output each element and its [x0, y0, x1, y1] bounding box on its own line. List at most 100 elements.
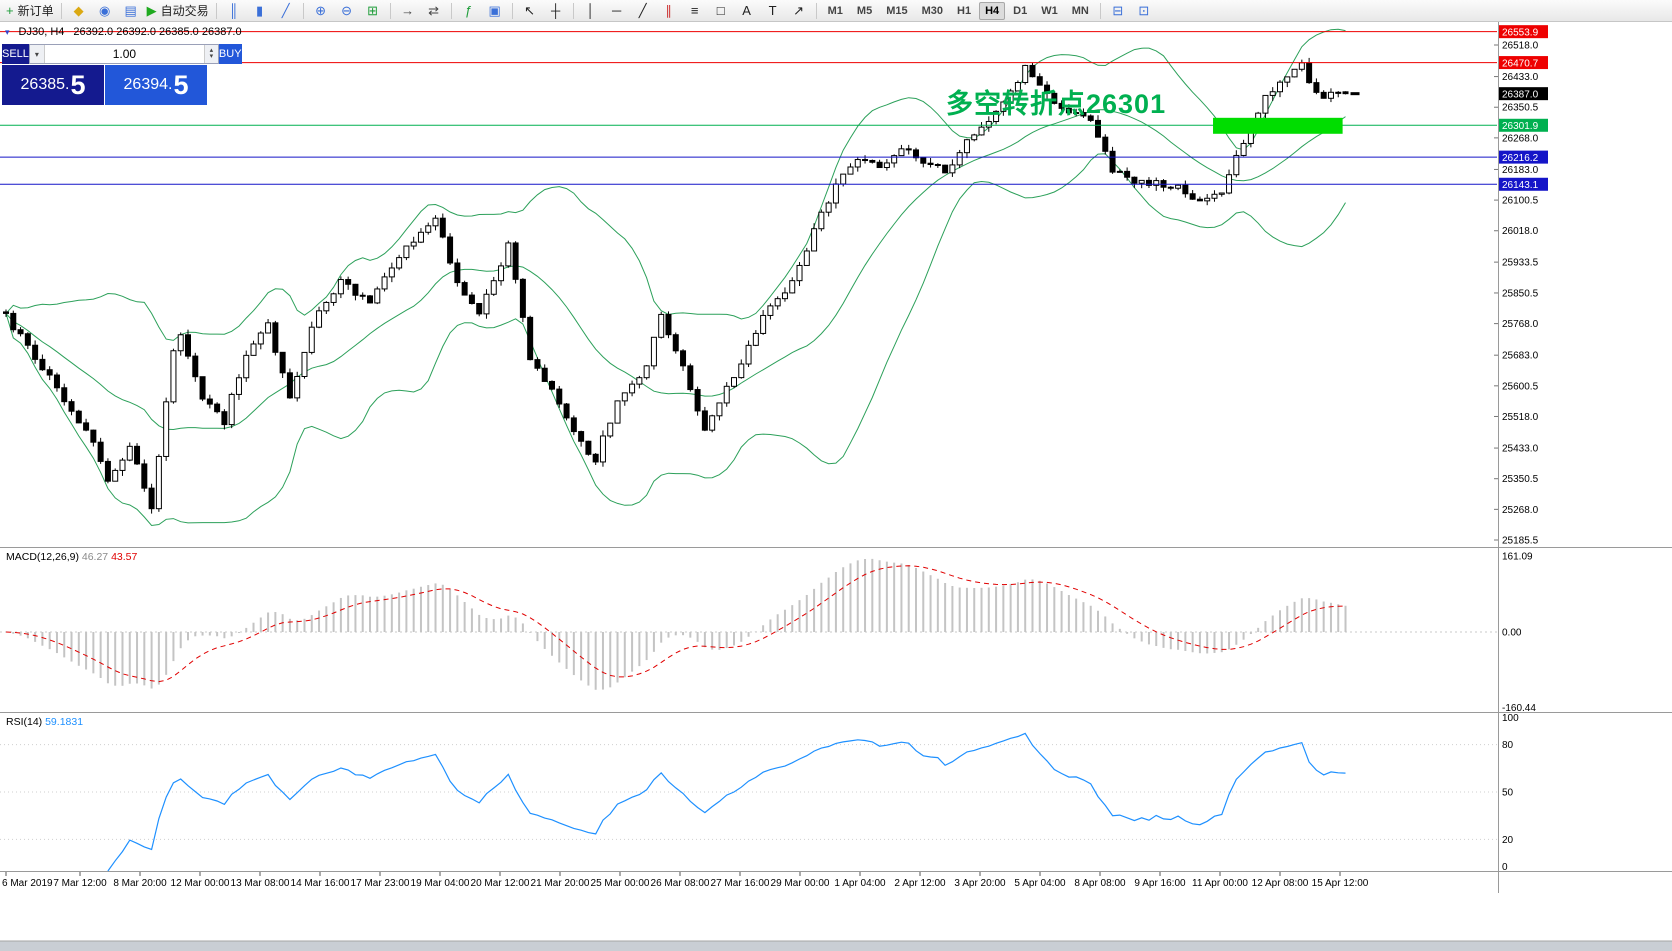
- icon-glyph: ▣: [488, 3, 501, 18]
- candle: [1109, 150, 1116, 173]
- indicators-icon[interactable]: ƒ: [457, 2, 481, 20]
- timeframe-button-m1[interactable]: M1: [827, 4, 843, 17]
- toolbar-separator: [302, 2, 304, 19]
- spin-up-icon[interactable]: ▴: [209, 47, 214, 54]
- price-badge-label: 26387.0: [1502, 89, 1539, 100]
- sell-price[interactable]: 26385. 5: [2, 65, 104, 105]
- price-badge-label: 26143.1: [1502, 180, 1539, 191]
- crosshair-icon[interactable]: ┼: [544, 2, 568, 20]
- candlestick-chart-icon[interactable]: ▮: [248, 2, 272, 20]
- horizontal-scrollbar[interactable]: [0, 941, 1672, 951]
- candle: [498, 265, 505, 282]
- price-axis-label: 25268.0: [1502, 505, 1539, 516]
- time-axis-label: 5 Apr 04:00: [1014, 878, 1066, 889]
- candle: [257, 332, 264, 345]
- candle: [1153, 180, 1160, 186]
- timeframe-button-m30[interactable]: M30: [921, 4, 943, 17]
- candle: [1233, 154, 1240, 176]
- objects-list-icon[interactable]: ▣: [483, 2, 507, 20]
- timeframe-button-mn[interactable]: MN: [1071, 4, 1089, 17]
- candle: [665, 313, 672, 336]
- candle: [803, 250, 810, 266]
- text-icon[interactable]: A: [735, 2, 759, 20]
- cursor-icon[interactable]: ↖: [518, 2, 542, 20]
- profiles-icon[interactable]: ◆: [67, 2, 91, 20]
- market-watch-icon[interactable]: ◉: [93, 2, 117, 20]
- candle: [177, 334, 184, 352]
- timeframe-button-h4[interactable]: H4: [979, 1, 1006, 20]
- price-axis-label: 25933.5: [1502, 258, 1539, 269]
- timeframe-button-m5[interactable]: M5: [856, 4, 873, 17]
- candle: [1116, 170, 1123, 173]
- timeframe-button-w1[interactable]: W1: [1041, 4, 1058, 17]
- candle: [68, 401, 75, 412]
- candle: [490, 280, 497, 295]
- volume-dropdown-icon[interactable]: ▾: [29, 45, 45, 63]
- price-badge: [1499, 56, 1548, 70]
- candle: [701, 410, 708, 431]
- label-icon[interactable]: T: [761, 2, 785, 20]
- candle: [570, 417, 577, 433]
- volume-control: ▾ ▴ ▾: [28, 44, 219, 64]
- auto-scroll-icon[interactable]: →: [396, 2, 420, 20]
- candle: [811, 228, 818, 252]
- icon-glyph: ║: [229, 3, 239, 18]
- candle: [1124, 170, 1131, 178]
- candle: [447, 236, 454, 264]
- shapes-icon[interactable]: □: [709, 2, 733, 20]
- fibonacci-icon[interactable]: ≡: [683, 2, 707, 20]
- timeframe-button-d1[interactable]: D1: [1013, 4, 1028, 17]
- timeframe-button-h1[interactable]: H1: [957, 4, 972, 17]
- candle: [1175, 184, 1182, 189]
- candle: [352, 283, 359, 296]
- tile-windows-icon[interactable]: ⊞: [361, 2, 385, 20]
- one-click-trading-panel: SELL ▾ ▴ ▾ BUY 26385.5 26394.5: [2, 44, 242, 105]
- icon-glyph: ▤: [124, 3, 137, 18]
- candle: [1073, 112, 1080, 115]
- arrows-icon[interactable]: ↗: [787, 2, 811, 20]
- volume-input[interactable]: [44, 45, 204, 63]
- horizontal-line-icon[interactable]: ─: [605, 2, 629, 20]
- rsi-scale-label: 80: [1502, 740, 1514, 751]
- candle: [141, 463, 148, 489]
- candle: [927, 162, 934, 166]
- time-axis-label: 19 Mar 04:00: [411, 878, 470, 889]
- candle: [993, 110, 1000, 122]
- buy-button[interactable]: BUY: [218, 44, 242, 64]
- autotrading-button[interactable]: ▶ 自动交易: [145, 2, 211, 20]
- bar-chart-icon[interactable]: ║: [222, 2, 246, 20]
- buy-price[interactable]: 26394. 5: [105, 65, 207, 105]
- spin-down-icon[interactable]: ▾: [209, 53, 214, 60]
- vertical-line-icon[interactable]: │: [579, 2, 603, 20]
- candle: [913, 149, 919, 159]
- timeframe-button-m15[interactable]: M15: [886, 4, 908, 17]
- sell-button[interactable]: SELL: [2, 44, 29, 64]
- trendline-icon[interactable]: ╱: [631, 2, 655, 20]
- candle: [1327, 91, 1334, 99]
- candle: [316, 310, 323, 328]
- price-axis-label: 26183.0: [1502, 165, 1539, 176]
- line-chart-icon[interactable]: ╱: [274, 2, 298, 20]
- highlight-box[interactable]: [1213, 117, 1343, 134]
- zoom-in-icon[interactable]: ⊕: [309, 2, 333, 20]
- volume-spinner[interactable]: ▴ ▾: [203, 45, 218, 63]
- chart-shift-icon[interactable]: ⇄: [422, 2, 446, 20]
- new-order-button[interactable]: + 新订单: [4, 2, 56, 20]
- candle: [1080, 112, 1087, 117]
- candle: [1065, 107, 1072, 114]
- channel-icon[interactable]: ∥: [657, 2, 681, 20]
- tile-windows-2-icon[interactable]: ⊡: [1132, 2, 1156, 20]
- icon-glyph: ╱: [281, 3, 290, 18]
- candle: [1007, 90, 1014, 103]
- zoom-out-icon[interactable]: ⊖: [335, 2, 359, 20]
- data-window-icon[interactable]: ▤: [119, 2, 143, 20]
- candle: [971, 134, 978, 141]
- icon-glyph: ↗: [793, 3, 805, 18]
- candle: [781, 292, 788, 300]
- cascade-windows-icon[interactable]: ⊟: [1106, 2, 1130, 20]
- candles-layer: [3, 57, 1349, 514]
- candle: [1014, 82, 1021, 92]
- candle: [294, 376, 301, 399]
- chart-canvas[interactable]: 26518.0 26433.0 26350.5 26268.0 26183.0 26100…: [0, 22, 1672, 951]
- price-axis-label: 25433.0: [1502, 444, 1539, 455]
